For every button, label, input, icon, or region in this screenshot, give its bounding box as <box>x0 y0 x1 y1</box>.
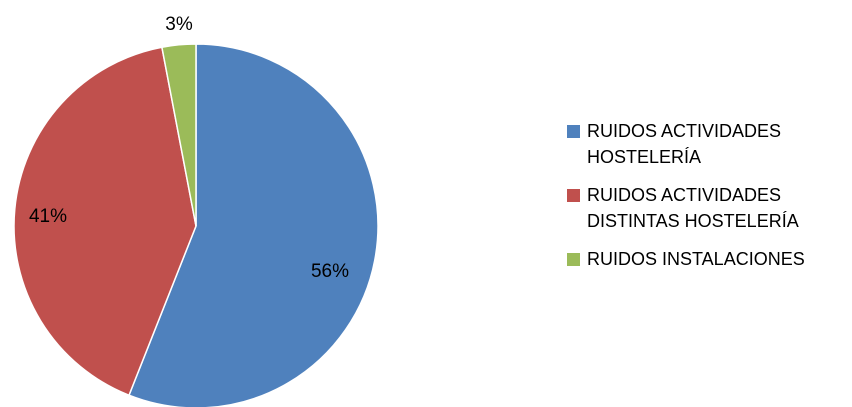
legend-swatch-2 <box>567 189 580 202</box>
legend-swatch-3 <box>567 253 580 266</box>
legend-label-line: RUIDOS INSTALACIONES <box>587 249 805 269</box>
pie-slice-3 <box>161 43 197 227</box>
slice-value-label-1: 56% <box>311 261 349 282</box>
pie-slice-2 <box>13 46 197 397</box>
legend-label-line: HOSTELERÍA <box>587 147 702 167</box>
chart-legend: RUIDOS ACTIVIDADES HOSTELERÍA RUIDOS ACTIV… <box>567 118 847 284</box>
legend-item-3: RUIDOS INSTALACIONES <box>567 246 847 272</box>
legend-label-line: RUIDOS ACTIVIDADES <box>587 185 782 205</box>
legend-swatch-1 <box>567 125 580 138</box>
legend-label-line: DISTINTAS HOSTELERÍA <box>587 211 799 231</box>
legend-item-2: RUIDOS ACTIVIDADES DISTINTAS HOSTELERÍA <box>567 182 847 234</box>
slice-value-label-2: 41% <box>29 206 67 227</box>
slice-value-label-3: 3% <box>165 14 193 35</box>
legend-item-1: RUIDOS ACTIVIDADES HOSTELERÍA <box>567 118 847 170</box>
legend-label-line: RUIDOS ACTIVIDADES <box>587 121 782 141</box>
pie-slice-1 <box>128 43 379 407</box>
